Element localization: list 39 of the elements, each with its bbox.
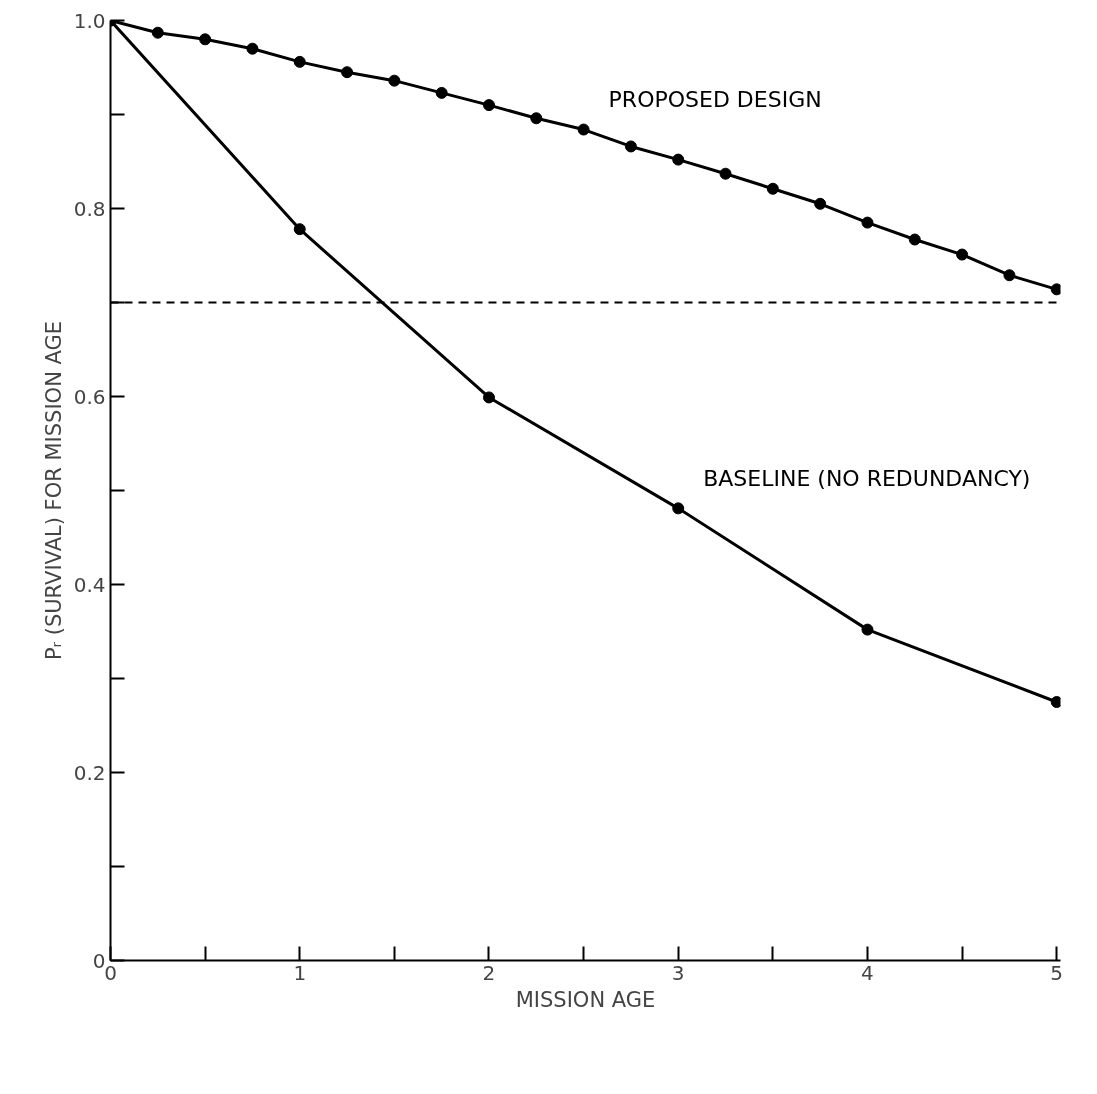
point (956, 248, 969, 261)
point (908, 233, 921, 246)
x-tick-label: 2 (482, 960, 496, 985)
x-tick-label: 5 (1050, 960, 1064, 985)
point (672, 502, 685, 515)
y-tick-label: 0.8 (73, 196, 106, 221)
point (861, 623, 874, 636)
point (530, 112, 543, 125)
point (814, 197, 827, 210)
point (1050, 696, 1061, 708)
point (151, 26, 164, 39)
point (624, 140, 637, 153)
y-tick-label: 1.0 (73, 8, 106, 33)
point (435, 86, 448, 99)
point (719, 167, 732, 180)
point (766, 182, 779, 195)
point (293, 223, 306, 236)
x-tick-label: 3 (671, 960, 685, 985)
point (388, 74, 401, 87)
point (341, 66, 354, 79)
series-label: BASELINE (NO REDUNDANCY) (703, 465, 1031, 491)
x-tick-label: 4 (861, 960, 874, 985)
point (293, 55, 306, 68)
point (1050, 283, 1061, 296)
point (1003, 269, 1016, 282)
point (246, 42, 259, 55)
point (482, 99, 495, 112)
y-tick-label: 0.6 (73, 384, 106, 409)
y-axis-title: Pᵣ (SURVIVAL) FOR MISSION AGE (41, 320, 66, 661)
point (577, 123, 590, 136)
y-tick-label: 0.2 (73, 760, 106, 785)
point (672, 153, 685, 166)
point (482, 391, 495, 404)
y-tick-label: 0.4 (73, 572, 106, 597)
series-label: PROPOSED DESIGN (608, 87, 822, 113)
x-axis-title: MISSION AGE (515, 987, 656, 1012)
x-tick-label: 1 (293, 960, 307, 985)
point (199, 33, 212, 46)
point (861, 216, 874, 229)
